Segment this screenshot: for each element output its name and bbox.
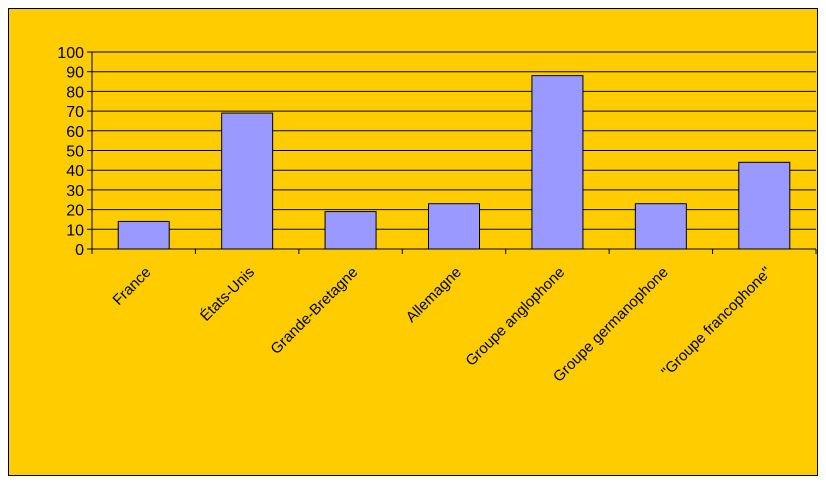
gridlines: [92, 51, 816, 230]
y-tick-label: 30: [66, 183, 84, 200]
y-tick-label: 0: [75, 242, 84, 259]
y-tick-label: 40: [66, 163, 84, 180]
y-tick-label: 20: [66, 203, 84, 220]
bar: [738, 161, 791, 250]
bars: [117, 75, 791, 250]
bar: [531, 75, 584, 250]
x-axis: [91, 248, 817, 254]
bar: [634, 203, 687, 250]
bar: [324, 211, 377, 250]
bar: [221, 112, 274, 250]
y-tick-label: 70: [66, 104, 84, 121]
y-tick-label: 10: [66, 222, 84, 239]
y-tick-label: 50: [66, 144, 84, 161]
y-tick-label: 100: [57, 45, 84, 62]
y-tick-label: 80: [66, 84, 84, 101]
bar: [428, 203, 480, 250]
y-tick-label: 60: [66, 124, 84, 141]
y-tick-label: 90: [66, 65, 84, 82]
y-axis: 0 10 20 30 40 50 60 70 80 90 100: [57, 45, 93, 259]
bar: [117, 220, 170, 250]
